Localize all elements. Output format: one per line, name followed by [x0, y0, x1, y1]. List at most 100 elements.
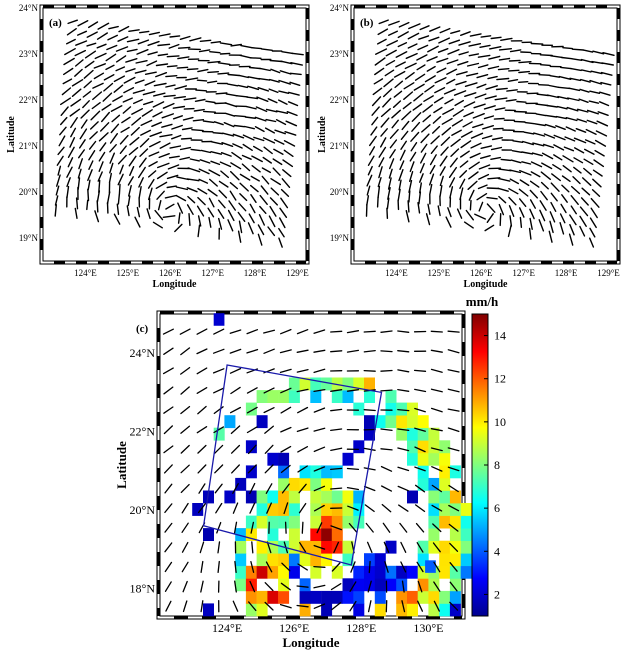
- wind-vector: [209, 51, 221, 54]
- wind-vector: [592, 178, 602, 188]
- wind-vector: [210, 41, 222, 44]
- wind-vector: [383, 88, 393, 98]
- wind-vector: [83, 80, 93, 89]
- wind-vector: [389, 128, 399, 139]
- wind-vector: [458, 51, 469, 56]
- wind-vector: [221, 141, 234, 148]
- rain-cell: [353, 402, 365, 416]
- wind-vector: [96, 32, 109, 40]
- wind-vector: [401, 120, 410, 131]
- wind-vector: [144, 71, 157, 76]
- wind-vector: [473, 103, 486, 109]
- wind-vector: [460, 31, 471, 36]
- wind-vector: [470, 142, 482, 149]
- wind-vector: [523, 131, 535, 135]
- wind-vector: [231, 151, 243, 160]
- wind-vector: [399, 160, 405, 171]
- wind-vector: [265, 108, 278, 113]
- rain-cell: [342, 553, 354, 567]
- rain-cell: [374, 603, 386, 617]
- wind-vector: [202, 110, 217, 113]
- wind-vector: [165, 203, 175, 210]
- wind-vector: [289, 81, 301, 87]
- colorbar-tick-label: 2: [494, 587, 500, 601]
- wind-vector: [558, 75, 572, 81]
- wind-vector: [509, 169, 522, 174]
- wind-vector: [486, 203, 496, 213]
- wind-vector: [162, 328, 174, 335]
- wind-vector: [363, 330, 376, 333]
- wind-vector: [207, 207, 215, 218]
- y-tick-labels-a: 19°N 20°N 21°N 22°N 23°N 24°N: [19, 3, 39, 243]
- wind-vector: [414, 73, 426, 81]
- rain-cell: [460, 540, 472, 554]
- wind-vector: [492, 127, 504, 130]
- wind-vector: [147, 170, 157, 178]
- wind-vector: [383, 541, 390, 554]
- wind-vector: [407, 43, 418, 49]
- rain-cell: [439, 565, 451, 579]
- rain-cell: [321, 477, 333, 491]
- wind-vector: [212, 348, 225, 354]
- wind-vector: [380, 117, 390, 128]
- wind-vector: [442, 107, 454, 115]
- wind-vector: [387, 177, 392, 190]
- wind-vector: [572, 175, 581, 185]
- wind-vector: [113, 84, 124, 93]
- wind-vector: [180, 137, 193, 140]
- wind-vector: [232, 483, 239, 494]
- rain-cell: [342, 590, 354, 604]
- wind-vector: [238, 74, 250, 79]
- wind-vector: [486, 187, 500, 190]
- wind-vector: [508, 196, 517, 206]
- wind-vector: [301, 521, 304, 534]
- wind-vector: [563, 146, 575, 152]
- wind-vector: [246, 426, 258, 434]
- rain-cell: [299, 603, 311, 617]
- wind-vector: [200, 600, 204, 613]
- wind-vector: [417, 44, 429, 51]
- wind-vector: [594, 139, 607, 147]
- wind-vector: [280, 464, 291, 474]
- rain-cell: [256, 490, 268, 504]
- wind-vector: [530, 42, 544, 45]
- wind-vector: [460, 130, 473, 138]
- wind-vector: [459, 187, 464, 201]
- rain-cell: [288, 553, 300, 567]
- rain-cell: [310, 477, 322, 491]
- rain-cell: [267, 553, 279, 567]
- rain-cell: [278, 590, 290, 604]
- wind-vector: [112, 95, 123, 102]
- wind-vector: [313, 485, 326, 492]
- wind-vector: [371, 96, 382, 107]
- rain-cell: [267, 503, 279, 516]
- wind-vector: [113, 213, 121, 225]
- wind-vector: [429, 26, 441, 32]
- wind-vector: [180, 366, 191, 375]
- wind-vector: [414, 407, 426, 413]
- wind-vector: [383, 78, 394, 88]
- wind-vector: [264, 582, 274, 592]
- wind-vector: [575, 127, 587, 133]
- wind-vector: [470, 132, 484, 139]
- wind-vector: [89, 131, 98, 140]
- wind-vector: [281, 562, 291, 572]
- y-axis-label: Latitude: [114, 441, 129, 489]
- wind-vector: [258, 213, 265, 226]
- wind-vector: [215, 92, 228, 95]
- wind-vector: [463, 101, 476, 108]
- wind-vector: [498, 168, 512, 172]
- wind-vector: [330, 389, 343, 392]
- wind-vector: [125, 58, 138, 63]
- wind-vector: [313, 446, 326, 453]
- wind-vector: [54, 195, 59, 206]
- wind-vector: [264, 601, 274, 611]
- wind-vector: [75, 197, 79, 210]
- wind-vector: [368, 560, 371, 574]
- wind-vector: [248, 213, 255, 224]
- rain-cell: [278, 490, 290, 504]
- wind-vector: [278, 237, 283, 248]
- wind-vector: [499, 212, 502, 227]
- rain-cell: [385, 415, 397, 429]
- wind-vector: [123, 76, 136, 84]
